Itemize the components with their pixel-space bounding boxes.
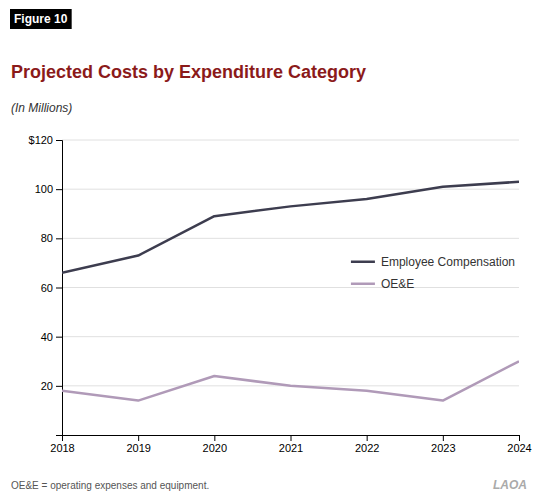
x-tick: 2023 (431, 435, 455, 454)
y-axis-line (56, 141, 63, 436)
legend-swatch (351, 283, 375, 286)
y-axis: 20 40 60 80 100 $120 (29, 134, 63, 435)
y-tick-mark (56, 140, 62, 141)
x-tick-label: 2021 (279, 442, 303, 454)
x-tick-mark (291, 435, 292, 441)
y-tick: 20 (41, 380, 62, 392)
lines (62, 182, 519, 401)
subtitle: (In Millions) (11, 101, 72, 115)
x-tick-label: 2020 (203, 442, 227, 454)
figure-label-text: Figure 10 (14, 12, 68, 26)
y-tick-mark (56, 189, 62, 190)
logo-text: LAOA (493, 478, 527, 492)
y-tick-label: 40 (41, 331, 53, 343)
grid-line (62, 140, 519, 141)
plot: 2018 2019 2020 2021 2022 2023 2024 20 40 60 80 100 $… (29, 134, 532, 454)
x-tick: 2021 (279, 435, 303, 454)
series-line (62, 361, 519, 400)
chart: Figure 10 Projected Costs by Expenditure … (0, 0, 541, 501)
series-line (62, 182, 519, 273)
legend: Employee Compensation OE&E (351, 255, 515, 291)
x-tick: 2022 (355, 435, 379, 454)
y-tick: 40 (41, 331, 62, 343)
grid-line (62, 238, 519, 239)
y-tick-mark (56, 238, 62, 239)
y-tick-label: 20 (41, 380, 53, 392)
y-tick-mark (56, 337, 62, 338)
grid (62, 140, 519, 386)
y-tick-label: $120 (29, 134, 53, 146)
y-tick-label: 100 (35, 183, 53, 195)
y-tick-mark (56, 386, 62, 387)
x-tick: 2024 (507, 435, 531, 454)
x-tick-mark (138, 435, 139, 441)
legend-label: Employee Compensation (381, 255, 515, 269)
y-tick-label: 80 (41, 232, 53, 244)
x-tick-mark (519, 435, 520, 441)
legend-label: OE&E (381, 277, 414, 291)
x-tick-mark (367, 435, 368, 441)
legend-swatch (351, 261, 375, 264)
y-tick-label: 60 (41, 282, 53, 294)
grid-line (62, 287, 519, 288)
x-tick-label: 2023 (431, 442, 455, 454)
figure-label: Figure 10 (10, 9, 72, 29)
x-tick: 2018 (50, 435, 74, 454)
title: Projected Costs by Expenditure Category (11, 62, 366, 82)
x-tick: 2020 (203, 435, 227, 454)
figure-label-box (10, 9, 72, 29)
x-tick-label: 2022 (355, 442, 379, 454)
y-tick: 100 (35, 183, 62, 195)
y-tick: $120 (29, 134, 62, 146)
legend-item: OE&E (351, 277, 414, 291)
x-tick: 2019 (126, 435, 150, 454)
x-axis-line (63, 436, 520, 442)
y-tick-mark (56, 288, 62, 289)
y-tick: 80 (41, 232, 62, 244)
footnote: OE&E = operating expenses and equipment. (11, 480, 209, 491)
x-tick-label: 2024 (507, 442, 531, 454)
y-tick: 60 (41, 282, 62, 294)
x-tick-label: 2019 (126, 442, 150, 454)
x-axis: 2018 2019 2020 2021 2022 2023 2024 (50, 435, 531, 454)
x-tick-mark (443, 435, 444, 441)
x-tick-label: 2018 (50, 442, 74, 454)
grid-line (62, 336, 519, 337)
x-tick-mark (214, 435, 215, 441)
legend-item: Employee Compensation (351, 255, 515, 269)
grid-line (62, 189, 519, 190)
